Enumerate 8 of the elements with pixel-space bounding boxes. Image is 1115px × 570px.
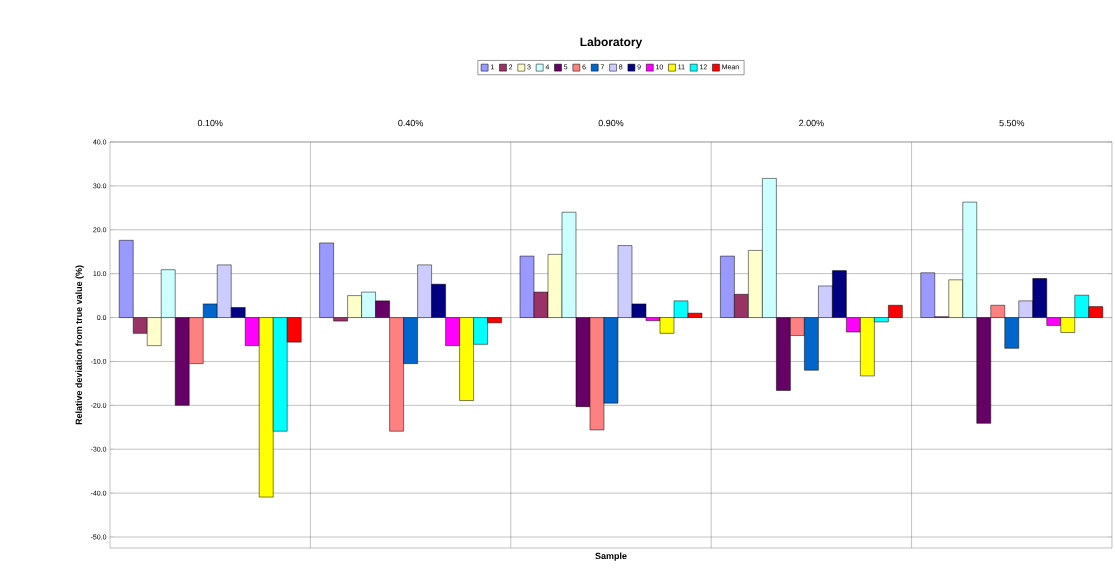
- x-tick-label: 0.10%: [197, 119, 223, 127]
- x-tick-label: 0.90%: [598, 119, 624, 127]
- chart-title: Laboratory: [580, 37, 643, 49]
- x-tick-label: 2.00%: [799, 119, 824, 127]
- x-tick-label: 0.40%: [398, 119, 423, 127]
- x-tick-label: 5.50%: [999, 119, 1025, 127]
- y-axis-title: Relative deviation from true value (%): [75, 265, 84, 425]
- x-axis-title: Sample: [595, 552, 627, 561]
